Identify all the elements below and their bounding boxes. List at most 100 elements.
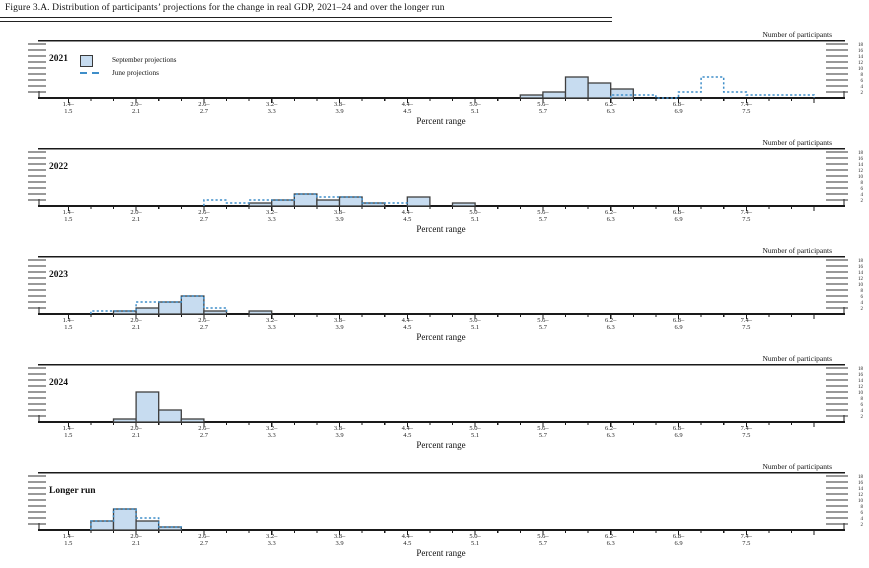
x-tick-label-lower: 4.5 (403, 323, 412, 331)
x-tick-label-upper: 2.6– (198, 425, 210, 432)
x-tick-label-upper: 7.4– (740, 533, 752, 540)
y-tick-label: 8 (861, 73, 864, 78)
y-tick-label: 14 (858, 271, 864, 276)
x-tick-label-lower: 2.7 (199, 539, 208, 547)
x-tick-label: 7.4– 7.5 (724, 317, 768, 332)
x-tick-label-lower: 3.9 (335, 107, 344, 115)
y-tick-label: 2 (861, 523, 864, 528)
y-tick-label: 14 (858, 379, 864, 384)
x-tick-label: 5.6– 5.7 (521, 317, 565, 332)
y-tick-label: 10 (858, 391, 864, 396)
x-tick-label-upper: 6.8– (672, 209, 685, 216)
september-bar (112, 508, 137, 531)
x-tick-label-lower: 7.5 (742, 323, 751, 331)
y-tick-label: 14 (858, 55, 864, 60)
x-tick-label: 2.0– 2.1 (114, 317, 158, 332)
june-dash-icon (80, 72, 100, 75)
x-tick-label: 7.4– 7.5 (724, 101, 768, 116)
x-tick-label: 3.8– 3.9 (318, 533, 362, 548)
y-tick-label: 12 (858, 277, 864, 282)
figure-title: Figure 3.A. Distribution of participants… (5, 3, 445, 13)
x-tick-label: 1.4– 1.5 (46, 317, 90, 332)
x-tick-label-upper: 2.6– (198, 533, 210, 540)
x-tick-label-lower: 1.5 (64, 215, 73, 223)
x-tick-label: 2.6– 2.7 (182, 533, 226, 548)
y-tick-label: 6 (861, 187, 864, 192)
x-tick-label-lower: 5.1 (471, 539, 480, 547)
x-tick-label-lower: 6.3 (606, 539, 615, 547)
x-tick-label: 5.6– 5.7 (521, 533, 565, 548)
y-tick-label: 18 (858, 367, 864, 372)
june-projection-line (90, 508, 183, 530)
x-tick-label: 2.6– 2.7 (182, 209, 226, 224)
x-tick-label: 6.2– 6.3 (589, 101, 633, 116)
september-bar (587, 82, 612, 99)
y-tick-label: 6 (861, 511, 864, 516)
september-bar (135, 520, 160, 531)
x-tick-label-upper: 7.4– (740, 101, 752, 108)
x-tick-label-lower: 5.7 (538, 323, 547, 331)
x-tick-label: 3.8– 3.9 (318, 425, 362, 440)
dash-segment (80, 72, 87, 75)
x-tick-label-upper: 5.0– (469, 533, 481, 540)
september-bar (293, 193, 318, 207)
x-tick-label-lower: 7.5 (742, 215, 751, 223)
x-tick-label: 6.8– 6.9 (657, 317, 701, 332)
x-tick-label-lower: 1.5 (64, 431, 73, 439)
september-bar (180, 418, 205, 423)
x-tick-label: 7.4– 7.5 (724, 209, 768, 224)
y-tick-label: 8 (861, 289, 864, 294)
x-tick-label-upper: 6.2– (605, 101, 617, 108)
x-tick-label-upper: 5.0– (469, 101, 481, 108)
september-bar (158, 301, 182, 315)
x-tick-label-upper: 5.0– (469, 425, 481, 432)
x-tick-label-lower: 5.7 (538, 431, 547, 439)
september-bar (361, 202, 386, 207)
x-tick-label-upper: 3.2– (266, 425, 278, 432)
y-tick-label: 6 (861, 295, 864, 300)
x-tick-label-upper: 5.6– (537, 317, 549, 324)
september-bar (135, 307, 160, 315)
x-tick-label: 6.8– 6.9 (657, 425, 701, 440)
september-bar (248, 202, 273, 207)
x-tick-label-upper: 1.4– (62, 101, 74, 108)
y-tick-label: 18 (858, 43, 864, 48)
x-tick-label-lower: 2.1 (132, 107, 141, 115)
y-tick-label: 2 (861, 415, 864, 420)
september-bar (135, 391, 160, 423)
x-tick-label: 7.4– 7.5 (724, 533, 768, 548)
x-tick-label-lower: 1.5 (64, 107, 73, 115)
y-tick-label: 12 (858, 61, 864, 66)
x-tick-label: 7.4– 7.5 (724, 425, 768, 440)
panel-year-label: 2024 (49, 378, 68, 388)
panel-year-label: 2021 (49, 54, 68, 64)
y-tick-label: 10 (858, 499, 864, 504)
x-tick-label-upper: 1.4– (62, 533, 74, 540)
x-tick-label-upper: 6.8– (672, 101, 685, 108)
y-tick-label: 12 (858, 493, 864, 498)
x-tick-label-upper: 2.6– (198, 101, 210, 108)
y-tick-label: 14 (858, 163, 864, 168)
x-tick-label: 5.0– 5.1 (453, 101, 497, 116)
x-tick-label-lower: 2.1 (132, 431, 141, 439)
september-bar (158, 409, 182, 423)
y-tick-label: 14 (858, 487, 864, 492)
y-axis-title: Number of participants (762, 354, 832, 363)
x-tick-label-lower: 3.3 (267, 107, 276, 115)
x-tick-label: 2.0– 2.1 (114, 101, 158, 116)
y-tick-label: 8 (861, 397, 864, 402)
x-tick-label: 6.2– 6.3 (589, 533, 633, 548)
y-tick-label: 4 (861, 193, 864, 198)
x-tick-label-lower: 2.1 (132, 323, 141, 331)
x-tick-label-lower: 6.9 (674, 539, 683, 547)
x-tick-label-lower: 2.7 (199, 431, 208, 439)
x-tick-label: 1.4– 1.5 (46, 101, 90, 116)
x-tick-label: 5.6– 5.7 (521, 101, 565, 116)
y-axis-title: Number of participants (762, 30, 832, 39)
y-axis-title: Number of participants (762, 138, 832, 147)
september-bar (338, 196, 363, 207)
x-tick-label-upper: 5.6– (537, 533, 549, 540)
